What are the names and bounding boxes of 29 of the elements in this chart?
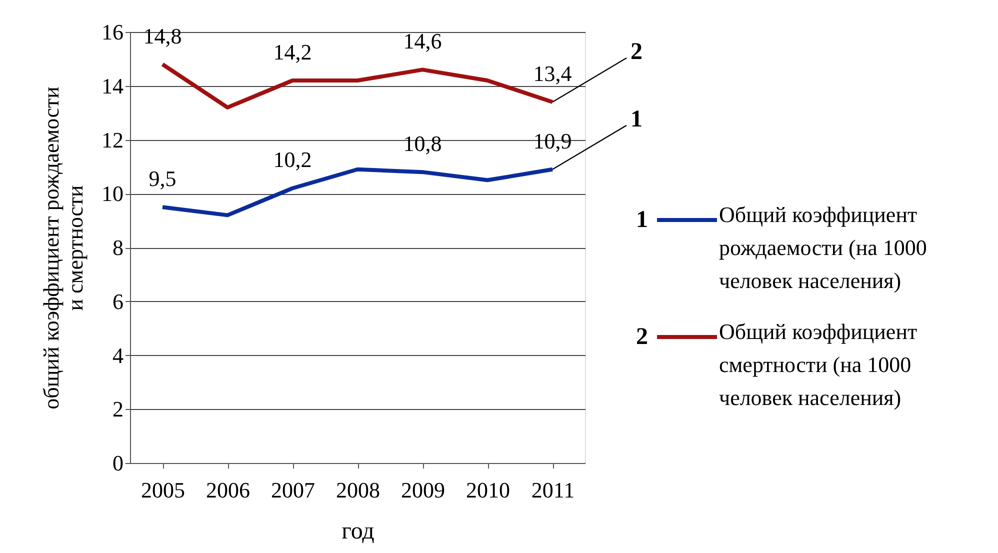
- y-tick-label: 2: [112, 396, 124, 422]
- x-tick-label: 2009: [401, 478, 445, 502]
- data-label: 14,6: [403, 28, 442, 54]
- legend-label: Общий коэффициент рождаемости (на 1000 человек населения): [719, 202, 927, 293]
- annotation: 1: [630, 106, 642, 132]
- x-axis-title: год: [342, 518, 374, 544]
- y-tick-label: 10: [102, 181, 124, 206]
- text: 1: [636, 207, 648, 233]
- x-tick-label: 2006: [206, 478, 250, 502]
- y-tick-label: 8: [112, 235, 124, 260]
- x-tick-label: 2008: [336, 478, 380, 502]
- x-tick-label: 2007: [271, 478, 315, 502]
- y-tick-label: 0: [112, 450, 124, 476]
- x-tick-label: 2005: [141, 478, 185, 502]
- y-tick-label: 14: [102, 73, 124, 98]
- x-tick-label: 2010: [466, 478, 510, 502]
- x-tick-label: 2011: [531, 478, 575, 502]
- data-label: 14,2: [273, 39, 312, 64]
- y-tick-label: 6: [112, 288, 124, 314]
- y-tick-label: 4: [112, 342, 124, 368]
- legend-label: Общий коэффициент смертности (на 1000 человек населения): [719, 319, 918, 410]
- data-label: 13,4: [533, 61, 572, 86]
- text: 2: [636, 324, 648, 350]
- annotation: 2: [630, 39, 642, 66]
- y-tick-label: 12: [102, 127, 124, 152]
- data-label: 10,2: [273, 147, 312, 172]
- y-tick-label: 16: [102, 20, 124, 44]
- y-axis-title: общий коэффициент рождаемости и смертности: [38, 86, 88, 410]
- data-label: 9,5: [148, 166, 176, 192]
